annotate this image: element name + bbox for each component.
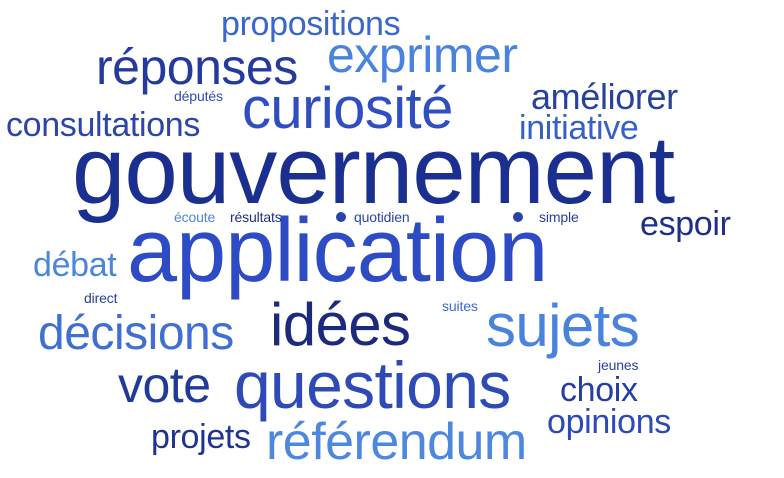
word-deputes: députés (174, 88, 223, 104)
word-propositions: propositions (221, 5, 401, 43)
word-jeunes: jeunes (598, 357, 639, 373)
word-gouvernement: gouvernement (72, 117, 675, 224)
word-decisions: décisions (38, 307, 234, 360)
word-curiosite: curiosité (242, 76, 453, 141)
word-vote: vote (118, 357, 211, 413)
dot-simple-marker (513, 212, 523, 222)
word-resultats: résultats (230, 209, 282, 225)
word-sujets: sujets (486, 292, 640, 359)
word-ecoute: écoute (174, 209, 216, 225)
word-reponses: réponses (96, 39, 298, 95)
word-exprimer: exprimer (327, 27, 518, 83)
word-choix: choix (560, 371, 638, 409)
word-espoir: espoir (640, 205, 731, 243)
dot-quotidien-marker (336, 212, 346, 222)
word-projets: projets (151, 418, 251, 456)
word-questions: questions (234, 348, 511, 422)
word-direct: direct (84, 290, 118, 306)
word-ameliorer: améliorer (531, 76, 678, 117)
word-initiative: initiative (519, 109, 639, 147)
word-debat: débat (33, 246, 117, 284)
word-opinions: opinions (547, 403, 671, 441)
word-idees: idées (270, 291, 411, 358)
word-referendum: référendum (266, 413, 527, 471)
word-simple: simple (539, 209, 579, 225)
word-quotidien: quotidien (354, 209, 410, 225)
word-consultations: consultations (6, 106, 201, 144)
word-suites: suites (442, 298, 478, 314)
